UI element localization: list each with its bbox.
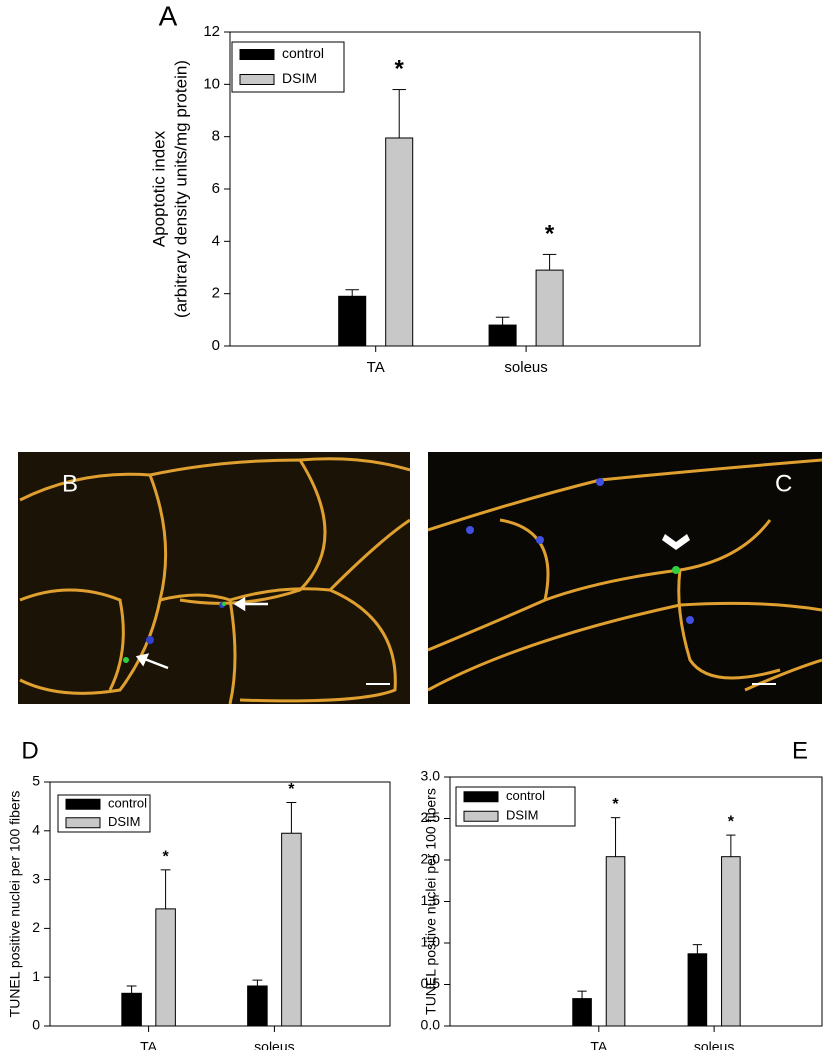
legend-swatch (65, 798, 101, 810)
bar (281, 832, 302, 1027)
y-tick-label: 0 (212, 337, 220, 354)
y-tick-label: 0.5 (421, 975, 441, 991)
y-tick-label: 2 (212, 285, 220, 302)
panel-label: C (775, 470, 792, 497)
legend-label: control (506, 788, 545, 803)
y-tick-label: 8 (212, 128, 220, 145)
y-tick-label: 0.0 (421, 1017, 441, 1033)
panel-label: D (21, 737, 38, 764)
panel-label: B (62, 470, 78, 497)
y-tick-label: 6 (212, 180, 220, 197)
y-axis-label: Apoptotic index (149, 130, 168, 247)
x-tick-label: soleus (254, 1039, 294, 1050)
micrograph-b: B (18, 452, 410, 704)
x-tick-label: TA (367, 359, 385, 376)
legend-swatch (239, 49, 275, 60)
y-tick-label: 2.0 (421, 851, 441, 867)
y-tick-label: 5 (32, 773, 40, 789)
legend-label: DSIM (108, 814, 141, 829)
bar (488, 324, 517, 347)
bar (605, 856, 626, 1027)
legend-swatch (463, 791, 499, 803)
y-tick-label: 3.0 (421, 768, 441, 784)
y-tick-label: 2 (32, 919, 40, 935)
bar (338, 295, 367, 347)
panel-label: A (159, 0, 178, 31)
plot-frame (49, 781, 391, 1027)
y-tick-label: 12 (203, 23, 220, 40)
bar (721, 856, 741, 1027)
x-tick-label: soleus (504, 359, 547, 376)
legend-swatch (463, 810, 499, 822)
x-tick-label: TA (590, 1039, 608, 1050)
y-tick-label: 4 (212, 232, 220, 249)
y-tick-label: 3 (32, 870, 40, 886)
bar (385, 137, 414, 347)
bar (687, 953, 708, 1027)
significance-marker: * (612, 796, 619, 813)
x-tick-label: soleus (694, 1039, 734, 1050)
micrograph-c: C (428, 452, 822, 704)
bar (572, 998, 592, 1027)
y-axis-label: TUNEL positive nuclei per 100 fibers (423, 788, 439, 1015)
y-tick-label: 1 (32, 968, 40, 984)
legend-swatch (239, 74, 275, 85)
y-tick-label: 2.5 (421, 809, 441, 825)
significance-marker: * (395, 56, 405, 83)
significance-marker: * (162, 848, 169, 865)
y-tick-label: 1.0 (421, 934, 441, 950)
significance-marker: * (288, 781, 295, 798)
legend-swatch (65, 817, 101, 829)
y-axis-label: TUNEL positive nuclei per 100 fibers (7, 791, 23, 1018)
y-axis-label: (arbitrary density units/mg protein) (171, 60, 190, 318)
bar (121, 992, 142, 1027)
y-tick-label: 0 (32, 1017, 40, 1033)
y-tick-label: 10 (203, 75, 220, 92)
bar (155, 908, 176, 1027)
bar (247, 985, 268, 1027)
legend-label: control (108, 796, 147, 811)
y-tick-label: 1.5 (421, 892, 441, 908)
y-tick-label: 4 (32, 822, 40, 838)
x-tick-label: TA (140, 1039, 158, 1050)
bar (535, 269, 564, 347)
significance-marker: * (728, 814, 735, 831)
panel-label: E (792, 737, 808, 764)
legend-label: control (282, 45, 324, 61)
significance-marker: * (545, 221, 555, 248)
legend-label: DSIM (506, 808, 539, 823)
legend-label: DSIM (282, 70, 317, 86)
